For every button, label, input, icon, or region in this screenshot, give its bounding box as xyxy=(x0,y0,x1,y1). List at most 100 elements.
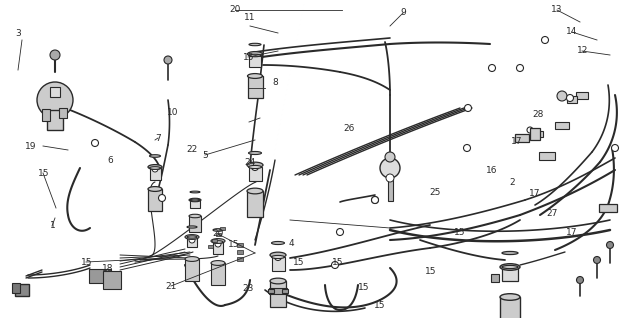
Ellipse shape xyxy=(248,151,262,155)
Circle shape xyxy=(527,127,533,133)
Ellipse shape xyxy=(213,229,223,231)
Bar xyxy=(248,76,262,98)
Ellipse shape xyxy=(189,198,201,202)
Bar xyxy=(247,191,263,217)
Bar xyxy=(187,237,197,247)
Circle shape xyxy=(516,65,524,72)
Bar xyxy=(15,284,29,296)
Text: 15: 15 xyxy=(81,258,92,267)
Bar xyxy=(50,87,60,97)
Bar xyxy=(269,288,287,294)
Bar xyxy=(268,289,274,293)
Ellipse shape xyxy=(270,278,286,284)
Circle shape xyxy=(371,197,378,204)
Ellipse shape xyxy=(211,238,225,243)
Ellipse shape xyxy=(248,165,262,169)
Ellipse shape xyxy=(271,255,285,259)
Circle shape xyxy=(386,174,394,182)
Text: 17: 17 xyxy=(529,190,540,198)
Bar xyxy=(220,226,225,230)
Text: 15: 15 xyxy=(332,258,343,267)
Ellipse shape xyxy=(187,236,197,238)
Bar xyxy=(150,168,161,180)
Bar xyxy=(207,245,212,247)
Circle shape xyxy=(92,140,99,147)
Text: 7: 7 xyxy=(156,134,161,143)
Text: 22: 22 xyxy=(186,145,198,154)
Bar xyxy=(12,283,20,293)
Bar xyxy=(148,189,162,211)
Text: 14: 14 xyxy=(566,27,577,36)
Bar xyxy=(213,242,223,254)
Bar xyxy=(211,263,225,285)
Bar xyxy=(248,167,262,181)
Text: 15: 15 xyxy=(38,169,49,178)
Bar xyxy=(555,121,569,128)
Circle shape xyxy=(159,195,166,202)
Bar xyxy=(576,92,588,99)
Text: 15: 15 xyxy=(293,258,305,267)
Text: 25: 25 xyxy=(429,188,441,197)
Circle shape xyxy=(465,105,472,112)
Bar xyxy=(185,259,199,281)
Text: 12: 12 xyxy=(577,46,588,55)
Ellipse shape xyxy=(247,188,263,194)
Ellipse shape xyxy=(211,260,225,266)
Text: 15: 15 xyxy=(228,240,239,249)
Circle shape xyxy=(385,152,395,162)
Circle shape xyxy=(37,82,73,118)
Bar xyxy=(89,269,111,283)
Ellipse shape xyxy=(185,235,199,239)
Bar xyxy=(216,232,221,236)
Circle shape xyxy=(463,144,470,151)
Ellipse shape xyxy=(502,266,518,268)
Bar xyxy=(237,243,243,247)
Ellipse shape xyxy=(248,73,262,79)
Circle shape xyxy=(611,144,618,151)
Circle shape xyxy=(215,241,221,247)
Bar xyxy=(539,152,555,160)
Bar xyxy=(270,281,286,307)
Text: 15: 15 xyxy=(358,283,369,292)
Circle shape xyxy=(557,91,567,101)
Circle shape xyxy=(371,197,378,204)
Text: 6: 6 xyxy=(108,156,113,165)
Circle shape xyxy=(541,37,548,44)
Circle shape xyxy=(189,237,195,243)
Ellipse shape xyxy=(148,187,162,191)
Bar xyxy=(237,250,243,254)
Ellipse shape xyxy=(500,264,520,270)
Text: 17: 17 xyxy=(566,228,577,237)
Bar xyxy=(249,56,261,66)
Ellipse shape xyxy=(190,191,200,193)
Circle shape xyxy=(593,257,600,264)
Circle shape xyxy=(164,56,172,64)
Text: 15: 15 xyxy=(425,267,436,276)
Bar xyxy=(282,289,288,293)
Circle shape xyxy=(488,65,495,72)
Bar xyxy=(59,108,67,118)
Text: 9: 9 xyxy=(401,8,406,17)
Ellipse shape xyxy=(249,54,261,57)
Circle shape xyxy=(607,241,614,248)
Bar xyxy=(211,238,216,241)
Bar xyxy=(500,297,520,318)
Text: 11: 11 xyxy=(244,13,255,22)
Circle shape xyxy=(380,158,400,178)
Bar xyxy=(530,128,540,140)
Text: 15: 15 xyxy=(454,228,465,237)
Text: 1: 1 xyxy=(50,221,55,230)
Circle shape xyxy=(50,50,60,60)
Circle shape xyxy=(275,253,282,260)
Ellipse shape xyxy=(185,257,199,261)
Text: 19: 19 xyxy=(25,142,36,151)
Ellipse shape xyxy=(247,162,263,168)
Ellipse shape xyxy=(150,155,161,157)
Ellipse shape xyxy=(270,252,286,258)
Ellipse shape xyxy=(187,226,197,228)
Ellipse shape xyxy=(150,167,161,169)
Circle shape xyxy=(252,163,259,170)
Bar xyxy=(502,267,518,281)
Text: 10: 10 xyxy=(167,108,179,117)
Text: 24: 24 xyxy=(244,158,255,167)
